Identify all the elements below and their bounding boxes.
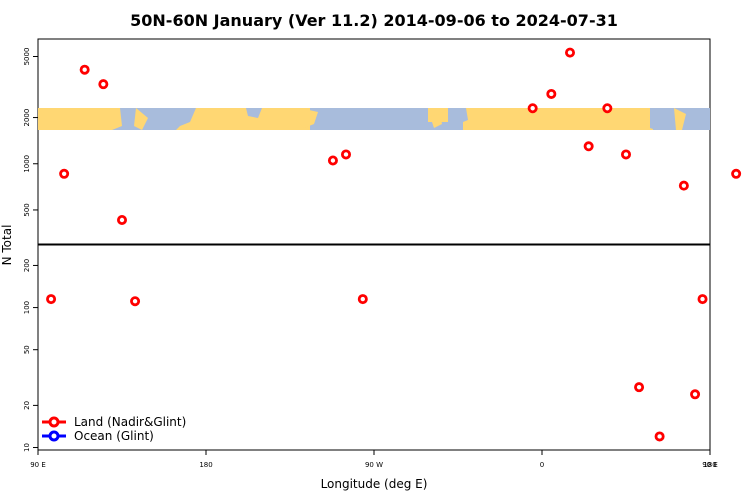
data-point-0-11 <box>621 149 632 160</box>
map-coast-hudson-bay <box>246 108 262 118</box>
map-coast-kamchatka <box>134 108 148 130</box>
lower-y-tick-label-10: 10 <box>23 443 31 452</box>
upper-y-ticks: 500 1000 2000 5000 <box>23 48 38 217</box>
x-tick-label-2: 90 W <box>365 461 383 469</box>
data-point-0-23 <box>690 389 701 400</box>
map-coast-baltic <box>452 108 468 124</box>
data-point-0-2 <box>98 79 109 90</box>
map-coast-bering <box>108 108 122 130</box>
data-point-0-6 <box>527 103 538 114</box>
data-point-0-9 <box>583 141 594 152</box>
x-tick-label-3: 0 <box>540 461 544 469</box>
data-point-0-0 <box>59 168 70 179</box>
data-point-0-3 <box>117 215 128 226</box>
data-point-0-21 <box>634 382 645 393</box>
map-island-british <box>430 114 442 128</box>
data-point-0-7 <box>546 88 557 99</box>
data-point-0-20 <box>697 294 708 305</box>
upper-points <box>59 47 742 226</box>
legend-land-label: Land (Nadir&Glint) <box>74 415 186 429</box>
x-axis-label: Longitude (deg E) <box>321 477 428 491</box>
lower-panel-frame <box>37 244 711 451</box>
upper-y-axis: 500 1000 2000 5000 <box>23 48 38 217</box>
upper-y-tick-label-1000: 1000 <box>23 155 31 173</box>
legend-ocean-marker <box>48 430 60 442</box>
lower-y-tick-label-50: 50 <box>23 345 31 354</box>
world-map-band <box>38 108 710 130</box>
y-axis-label: N Total <box>0 225 14 266</box>
legend: Land (Nadir&Glint) Ocean (Glint) <box>42 415 186 443</box>
upper-panel: 500 1000 2000 5000 <box>23 38 742 245</box>
map-coast-okhotsk <box>650 108 668 130</box>
upper-y-tick-label-2000: 2000 <box>23 109 31 127</box>
upper-y-tick-label-500: 500 <box>23 203 31 216</box>
data-point-0-18 <box>130 296 141 307</box>
data-point-0-10 <box>602 103 613 114</box>
lower-y-tick-label-200: 200 <box>23 259 31 272</box>
map-coast-labrador <box>296 108 318 128</box>
map-coast-alaska <box>176 108 196 130</box>
x-tick-label-0: 90 E <box>30 461 46 469</box>
x-tick-label-end: 180 <box>703 461 716 469</box>
data-point-0-8 <box>565 47 576 58</box>
chart-title: 50N-60N January (Ver 11.2) 2014-09-06 to… <box>130 11 618 30</box>
upper-panel-frame <box>37 38 711 245</box>
legend-entry-ocean: Ocean (Glint) <box>42 429 154 443</box>
map-land-eurasia <box>463 108 653 130</box>
lower-y-ticks: 10 20 50 100 200 <box>23 259 38 452</box>
legend-land-marker <box>48 416 60 428</box>
data-point-0-12 <box>678 180 689 191</box>
legend-entry-land: Land (Nadir&Glint) <box>42 415 186 429</box>
map-land-asia <box>38 108 110 130</box>
data-point-0-13 <box>731 168 742 179</box>
lower-points <box>46 294 708 442</box>
upper-y-tick-label-5000: 5000 <box>23 48 31 66</box>
data-point-0-22 <box>654 431 665 442</box>
lower-y-tick-label-20: 20 <box>23 401 31 410</box>
x-tick-label-4: 90 E <box>702 461 718 469</box>
data-point-0-17 <box>46 294 57 305</box>
lower-panel: 10 20 50 100 200 <box>23 244 711 452</box>
lower-y-tick-label-100: 100 <box>23 301 31 314</box>
map-coast-kamchatka-east <box>674 108 686 130</box>
x-tick-label-1: 180 <box>199 461 212 469</box>
data-point-0-19 <box>357 294 368 305</box>
lower-y-axis: 10 20 50 100 200 <box>23 259 38 452</box>
data-point-0-5 <box>340 149 351 160</box>
data-point-0-4 <box>327 155 338 166</box>
legend-ocean-label: Ocean (Glint) <box>74 429 154 443</box>
map-land-north-america <box>176 108 310 130</box>
data-point-0-1 <box>79 64 90 75</box>
